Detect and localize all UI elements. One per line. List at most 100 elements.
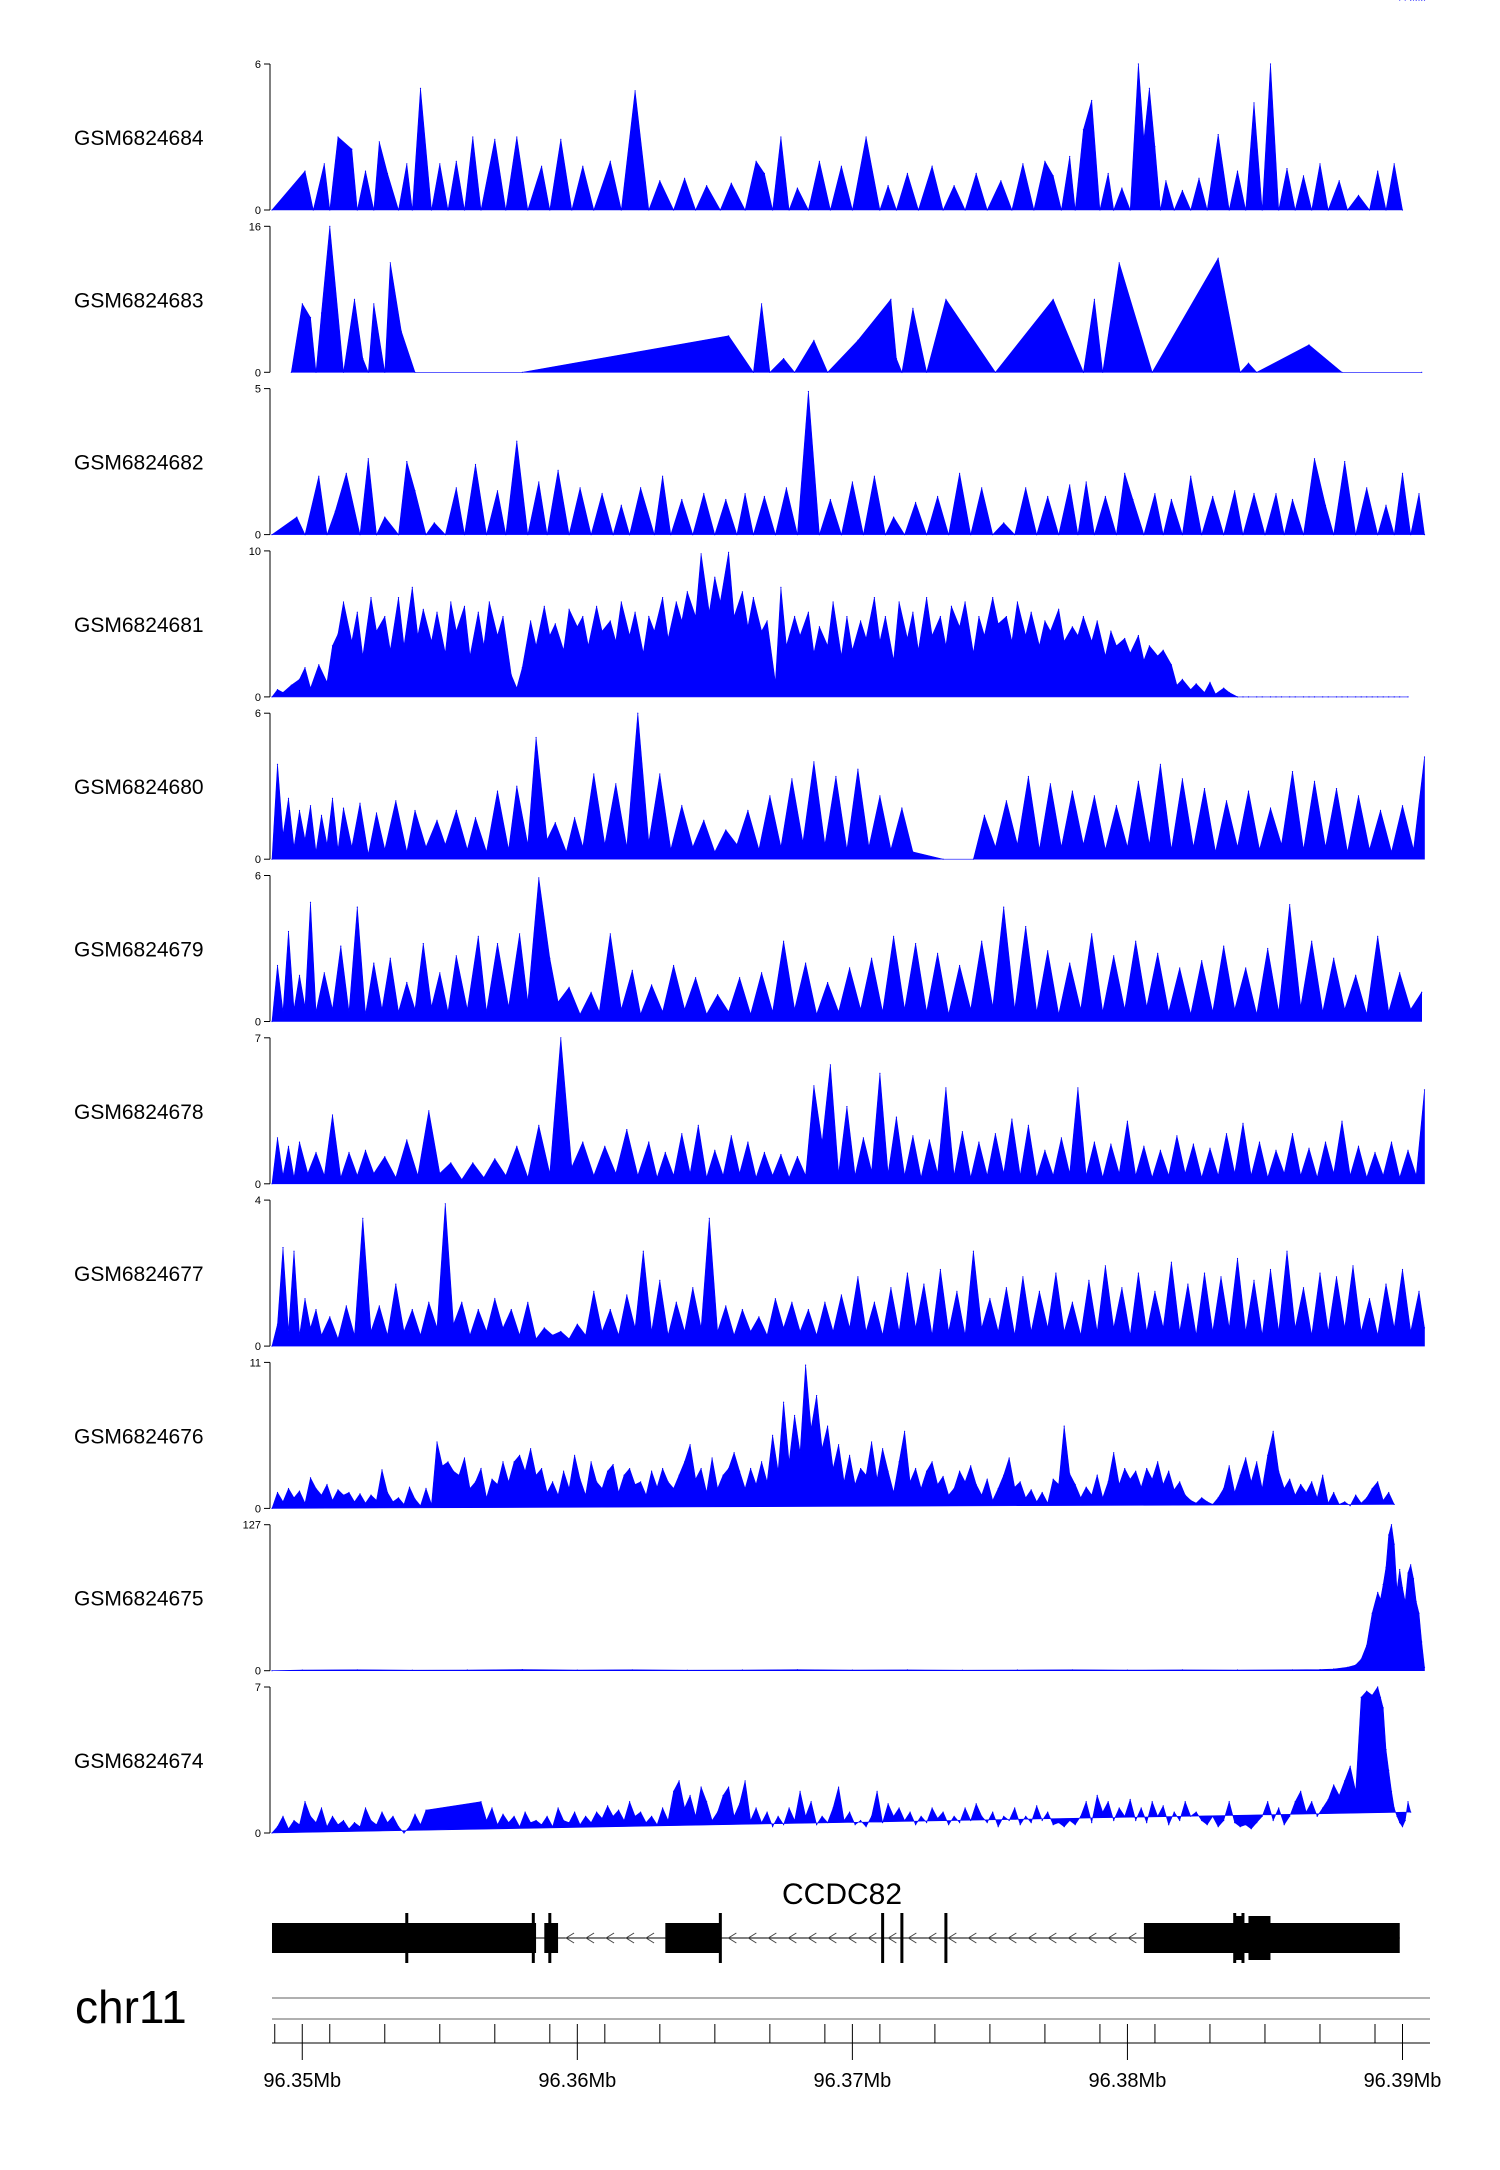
signal-point xyxy=(802,841,804,843)
signal-point xyxy=(741,1669,744,1671)
signal-point xyxy=(1407,1801,1409,1803)
signal-point xyxy=(761,303,763,305)
signal-point xyxy=(1033,209,1035,211)
signal-point xyxy=(1025,635,1027,637)
signal-point xyxy=(1104,848,1106,851)
signal-point xyxy=(345,472,347,474)
signal-point xyxy=(744,493,746,495)
signal-point xyxy=(1113,1452,1115,1454)
signal-point xyxy=(1368,1298,1371,1300)
signal-point xyxy=(1148,645,1150,647)
signal-point xyxy=(766,620,768,622)
signal-point xyxy=(695,616,697,618)
signal-point xyxy=(667,1481,669,1483)
signal-point xyxy=(1019,1824,1021,1826)
signal-point xyxy=(1256,1461,1258,1463)
signal-point xyxy=(835,775,837,778)
signal-point xyxy=(276,689,279,691)
signal-point xyxy=(939,1268,942,1271)
signal-point xyxy=(937,952,939,955)
signal-point xyxy=(813,1085,815,1087)
signal-point xyxy=(1280,844,1283,846)
signal-point xyxy=(1085,1486,1087,1488)
strand-arrow xyxy=(585,1932,595,1944)
signal-point xyxy=(287,1828,290,1830)
y-axis-min-label: 0 xyxy=(255,1017,261,1029)
signal-point xyxy=(554,822,556,824)
signal-point xyxy=(736,844,738,846)
signal-point xyxy=(728,551,730,554)
signal-point xyxy=(750,1013,752,1015)
signal-point xyxy=(816,1334,818,1336)
signal-point xyxy=(1080,1497,1082,1499)
signal-point xyxy=(329,225,331,227)
signal-point xyxy=(331,1114,334,1116)
signal-point xyxy=(419,1505,422,1507)
signal-point xyxy=(1305,1811,1307,1813)
signal-point xyxy=(1038,848,1040,851)
signal-point xyxy=(851,481,854,483)
signal-point xyxy=(750,1468,752,1470)
signal-point xyxy=(1278,209,1280,211)
signal-point xyxy=(791,778,793,780)
strand-arrow xyxy=(987,1932,997,1944)
signal-point xyxy=(516,785,518,787)
signal-point xyxy=(780,846,782,848)
signal-point xyxy=(1280,696,1283,698)
strand-arrow xyxy=(1067,1932,1077,1944)
gene-model xyxy=(272,1913,1400,1963)
signal-point xyxy=(1036,1805,1038,1807)
signal-point xyxy=(1104,655,1106,657)
signal-point xyxy=(1289,904,1291,906)
signal-point xyxy=(1228,1801,1230,1803)
signal-point xyxy=(689,1444,691,1446)
signal-point xyxy=(1190,475,1192,477)
signal-point xyxy=(794,616,796,618)
signal-point xyxy=(1082,371,1084,373)
signal-point xyxy=(926,534,928,536)
signal-point xyxy=(923,1283,925,1285)
signal-point xyxy=(1300,1006,1302,1008)
signal-point xyxy=(1060,846,1062,848)
signal-point xyxy=(997,1826,999,1828)
signal-point xyxy=(857,339,859,341)
genomic-axis: 96.35Mb 96.36Mb 96.37Mb 96.38Mb 96.39Mb xyxy=(263,2024,1441,2092)
signal-point xyxy=(673,1487,675,1490)
signal-point xyxy=(1005,1287,1008,1289)
signal-point xyxy=(309,1815,312,1817)
signal-point xyxy=(1390,1524,1393,1526)
signal-point xyxy=(884,534,887,536)
signal-point xyxy=(689,1794,691,1797)
signal-point xyxy=(791,1301,793,1303)
signal-point xyxy=(367,458,369,460)
signal-point xyxy=(1121,187,1123,189)
signal-point xyxy=(794,1414,796,1417)
signal-point xyxy=(629,1468,631,1470)
signal-point xyxy=(340,945,342,947)
axis-tick-label: 96.37Mb xyxy=(813,2070,891,2092)
signal-point xyxy=(904,534,906,536)
signal-point xyxy=(1313,696,1316,698)
signal-point xyxy=(887,1803,889,1805)
signal-point xyxy=(1228,209,1230,211)
signal-point xyxy=(271,1345,273,1347)
strand-arrow xyxy=(1127,1932,1137,1944)
signal-point xyxy=(1137,1272,1139,1274)
signal-point xyxy=(1176,1135,1178,1137)
signal-points xyxy=(271,390,1426,536)
signal-point xyxy=(334,510,336,512)
signal-point xyxy=(530,1822,532,1824)
signal-point xyxy=(276,1826,279,1828)
signal-point xyxy=(395,1283,397,1285)
signal-point xyxy=(609,1309,611,1311)
signal-point xyxy=(574,817,576,819)
signal-point xyxy=(496,1483,499,1486)
signal-point xyxy=(827,1425,829,1427)
signal-point xyxy=(1110,1143,1112,1145)
signal-point xyxy=(1074,209,1076,211)
signal-point xyxy=(579,1478,581,1480)
signal-point xyxy=(1143,534,1145,536)
signal-point xyxy=(763,172,766,175)
signal-point xyxy=(1228,1465,1230,1467)
signal-point xyxy=(612,534,614,536)
